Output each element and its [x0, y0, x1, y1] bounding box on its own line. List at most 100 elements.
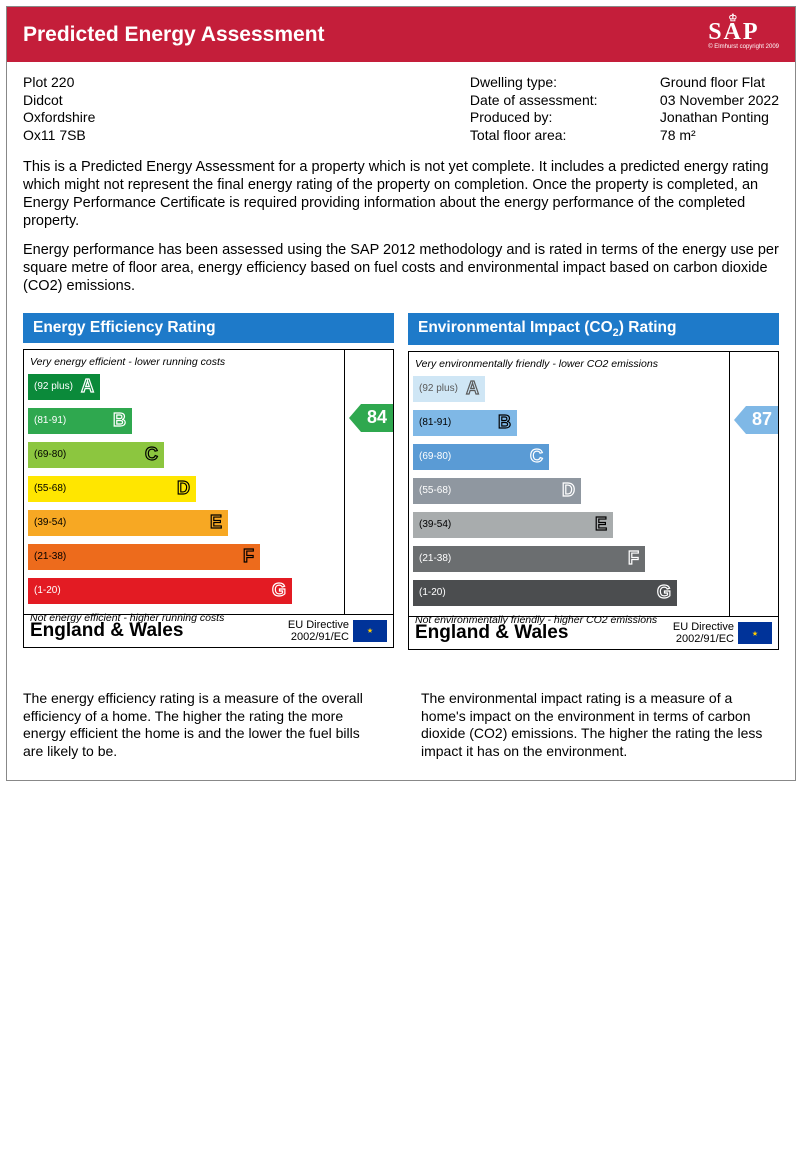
band-bar: (81-91) B — [28, 408, 132, 434]
band-range: (69-80) — [419, 451, 451, 462]
page: Predicted Energy Assessment ♔SAP © Elmhu… — [6, 6, 796, 781]
band-letter: D — [177, 478, 190, 499]
detail-label: Dwelling type: — [470, 74, 620, 92]
band-row: (69-80) C — [28, 440, 344, 470]
result-column: 87 — [730, 352, 778, 616]
result-value: 87 — [746, 406, 778, 434]
address-line: Didcot — [23, 92, 95, 110]
band-letter: C — [145, 444, 158, 465]
band-range: (1-20) — [34, 585, 61, 596]
band-letter: B — [113, 410, 126, 431]
top-label: Very environmentally friendly - lower CO… — [413, 356, 729, 374]
bottom-label: Not environmentally friendly - higher CO… — [413, 612, 729, 630]
detail-label: Total floor area: — [470, 127, 620, 145]
band-range: (21-38) — [419, 553, 451, 564]
content: Plot 220 Didcot Oxfordshire Ox11 7SB Dwe… — [7, 62, 795, 780]
efficiency-explanation: The energy efficiency rating is a measur… — [23, 690, 381, 760]
band-bar: (1-20) G — [28, 578, 292, 604]
detail-value: 03 November 2022 — [660, 92, 779, 110]
band-range: (39-54) — [419, 519, 451, 530]
band-row: (92 plus) A — [28, 372, 344, 402]
band-row: (21-38) F — [28, 542, 344, 572]
band-letter: F — [243, 546, 254, 567]
band-range: (21-38) — [34, 551, 66, 562]
eu-flag-icon: ⋆ — [353, 620, 387, 642]
band-bar: (55-68) D — [28, 476, 196, 502]
band-range: (69-80) — [34, 449, 66, 460]
detail-label: Date of assessment: — [470, 92, 620, 110]
band-letter: F — [628, 548, 639, 569]
detail-value: Ground floor Flat — [660, 74, 779, 92]
efficiency-chart: Energy Efficiency Rating Very energy effi… — [23, 313, 394, 650]
charts-row: Energy Efficiency Rating Very energy effi… — [23, 313, 779, 650]
address-line: Ox11 7SB — [23, 127, 95, 145]
chart-box: Very environmentally friendly - lower CO… — [408, 351, 779, 650]
intro-paragraph: This is a Predicted Energy Assessment fo… — [23, 158, 779, 231]
band-letter: G — [272, 580, 286, 601]
environmental-chart: Environmental Impact (CO2) Rating Very en… — [408, 313, 779, 650]
band-range: (92 plus) — [34, 381, 73, 392]
intro-text: This is a Predicted Energy Assessment fo… — [23, 158, 779, 295]
band-row: (55-68) D — [413, 476, 729, 506]
band-row: (81-91) B — [413, 408, 729, 438]
result-arrow: 84 — [349, 404, 393, 432]
band-row: (39-54) E — [413, 510, 729, 540]
band-range: (55-68) — [419, 485, 451, 496]
band-row: (92 plus) A — [413, 374, 729, 404]
band-range: (81-91) — [34, 415, 66, 426]
environmental-explanation: The environmental impact rating is a mea… — [421, 690, 779, 760]
band-letter: B — [498, 412, 511, 433]
band-row: (69-80) C — [413, 442, 729, 472]
result-arrow: 87 — [734, 406, 778, 434]
page-title: Predicted Energy Assessment — [23, 23, 325, 47]
bottom-label: Not energy efficient - higher running co… — [28, 610, 344, 628]
band-bar: (55-68) D — [413, 478, 581, 504]
address-line: Plot 220 — [23, 74, 95, 92]
result-column: 84 — [345, 350, 393, 614]
band-letter: A — [466, 378, 479, 399]
band-bar: (21-38) F — [28, 544, 260, 570]
detail-value: 78 m² — [660, 127, 779, 145]
info-section: Plot 220 Didcot Oxfordshire Ox11 7SB Dwe… — [23, 74, 779, 144]
detail-value: Jonathan Ponting — [660, 109, 779, 127]
chart-title: Environmental Impact (CO2) Rating — [408, 313, 779, 345]
sap-logo: ♔SAP © Elmhurst copyright 2009 — [708, 19, 779, 50]
band-bar: (81-91) B — [413, 410, 517, 436]
intro-paragraph: Energy performance has been assessed usi… — [23, 241, 779, 295]
chart-box: Very energy efficient - lower running co… — [23, 349, 394, 648]
band-bar: (69-80) C — [413, 444, 549, 470]
band-letter: G — [657, 582, 671, 603]
band-bar: (39-54) E — [28, 510, 228, 536]
band-range: (1-20) — [419, 587, 446, 598]
details-values: Ground floor Flat 03 November 2022 Jonat… — [660, 74, 779, 144]
band-bar: (92 plus) A — [28, 374, 100, 400]
address-line: Oxfordshire — [23, 109, 95, 127]
band-bar: (69-80) C — [28, 442, 164, 468]
band-row: (39-54) E — [28, 508, 344, 538]
band-letter: D — [562, 480, 575, 501]
band-letter: A — [81, 376, 94, 397]
details-labels: Dwelling type: Date of assessment: Produ… — [470, 74, 620, 144]
band-range: (81-91) — [419, 417, 451, 428]
band-letter: C — [530, 446, 543, 467]
top-label: Very energy efficient - lower running co… — [28, 354, 344, 372]
chart-title: Energy Efficiency Rating — [23, 313, 394, 343]
band-row: (1-20) G — [28, 576, 344, 606]
band-range: (55-68) — [34, 483, 66, 494]
band-row: (55-68) D — [28, 474, 344, 504]
band-range: (39-54) — [34, 517, 66, 528]
address-block: Plot 220 Didcot Oxfordshire Ox11 7SB — [23, 74, 95, 144]
band-bar: (92 plus) A — [413, 376, 485, 402]
band-letter: E — [210, 512, 222, 533]
band-row: (21-38) F — [413, 544, 729, 574]
result-value: 84 — [361, 404, 393, 432]
band-bar: (21-38) F — [413, 546, 645, 572]
bars-column: Very energy efficient - lower running co… — [24, 350, 345, 614]
detail-label: Produced by: — [470, 109, 620, 127]
band-letter: E — [595, 514, 607, 535]
band-bar: (39-54) E — [413, 512, 613, 538]
band-row: (1-20) G — [413, 578, 729, 608]
band-row: (81-91) B — [28, 406, 344, 436]
band-range: (92 plus) — [419, 383, 458, 394]
header-bar: Predicted Energy Assessment ♔SAP © Elmhu… — [7, 7, 795, 62]
